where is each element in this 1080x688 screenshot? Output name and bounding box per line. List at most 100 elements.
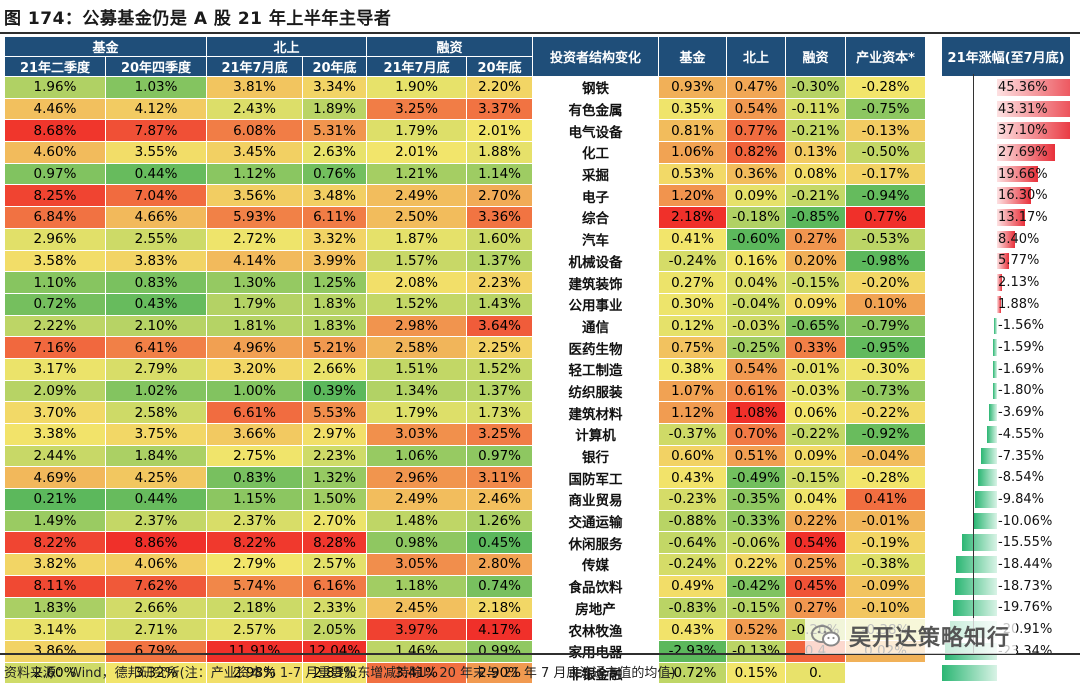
cell-north-jul: 5.74% [206, 574, 304, 598]
cell-ch-fund: -0.72% [658, 661, 728, 685]
cell-ch-capital: -0.13% [845, 119, 927, 143]
gain-bar-cell: 13.17% [941, 206, 1072, 229]
cell-ch-capital: -0.94% [845, 184, 927, 208]
cell-margin-20: 1.37% [466, 379, 534, 403]
cell-ch-margin: 0.27% [785, 227, 847, 251]
gain-bar [997, 209, 1025, 226]
industry-name: 建筑材料 [532, 401, 660, 424]
cell-margin-jul: 1.46% [366, 639, 468, 663]
cell-north-20: 5.21% [302, 336, 368, 359]
gain-bar [942, 664, 998, 682]
cell-margin-jul: 1.90% [366, 76, 468, 99]
cell-ch-margin: -0.65% [785, 314, 847, 338]
industry-name: 交通运输 [532, 509, 660, 533]
cell-north-jul: 3.45% [206, 141, 304, 164]
gain-bar-cell: 45.36% [941, 76, 1072, 99]
cell-margin-jul: 3.03% [366, 423, 468, 446]
gain-label: -10.06% [998, 513, 1053, 529]
cell-north-jul: 3.56% [206, 184, 304, 208]
cell-ch-capital: -0.09% [845, 574, 927, 598]
cell-ch-capital [845, 661, 927, 685]
cell-ch-fund: 0.81% [658, 119, 728, 143]
cell-ch-north: -0.42% [726, 574, 787, 598]
cell-fund-q2: 0.72% [4, 292, 106, 316]
cell-ch-margin: 0.04% [785, 488, 847, 511]
cell-margin-jul: 0.98% [366, 531, 468, 555]
cell-fund-q4: 2.58% [104, 401, 208, 424]
gain-bar [974, 491, 998, 508]
cell-margin-jul: 3.97% [366, 618, 468, 641]
cell-north-20: 2.83% [302, 661, 368, 685]
gain-bar-cell: 16.30% [941, 184, 1072, 208]
cell-north-20: 2.05% [302, 618, 368, 641]
cell-ch-north: 0.36% [726, 162, 787, 186]
table-row: 1.96% 1.03% 3.81% 3.34% 1.90% 2.20% 钢铁 0.93% 0.4… [4, 76, 1072, 99]
cell-ch-fund: 0.49% [658, 574, 728, 598]
gain-label: -1.59% [998, 340, 1045, 356]
cell-north-20: 3.99% [302, 249, 368, 273]
cell-north-jul: 0.83% [206, 466, 304, 490]
gain-bar [997, 144, 1056, 161]
industry-name: 休闲服务 [532, 531, 660, 555]
cell-margin-20: 1.88% [466, 141, 534, 164]
cell-ch-capital: -0.75% [845, 97, 927, 121]
cell-ch-fund: 0.53% [658, 162, 728, 186]
table-row: 3.38% 3.75% 3.66% 2.97% 3.03% 3.25% 计算机 -0.37% 0… [4, 423, 1072, 446]
cell-north-jul: 2.37% [206, 509, 304, 533]
cell-ch-margin: 0.09% [785, 444, 847, 468]
cell-north-jul: 2.43% [206, 97, 304, 121]
cell-margin-jul: 2.01% [366, 141, 468, 164]
gain-label: -3.69% [998, 405, 1045, 421]
table-row: 2.22% 2.10% 1.81% 1.83% 2.98% 3.64% 通信 0.12% -0.… [4, 314, 1072, 338]
cell-fund-q4: 3.55% [104, 141, 208, 164]
industry-name: 国防军工 [532, 466, 660, 490]
cell-ch-north: -0.04% [726, 292, 787, 316]
industry-name: 采掘 [532, 162, 660, 186]
cell-ch-north: 0.16% [726, 249, 787, 273]
cell-margin-jul: 1.87% [366, 227, 468, 251]
table-row: 1.83% 2.66% 2.18% 2.33% 2.45% 2.18% 房地产 -0.83% -… [4, 596, 1072, 620]
header-ch-fund: 基金 [658, 36, 728, 77]
cell-ch-fund: 1.06% [658, 141, 728, 164]
cell-ch-north: 0.04% [726, 271, 787, 294]
watermark-text: 吴开达策略知行 [849, 626, 1011, 651]
cell-ch-fund: -0.24% [658, 249, 728, 273]
cell-fund-q4: 2.79% [104, 357, 208, 381]
cell-ch-capital: -0.04% [845, 444, 927, 468]
gain-label: -1.80% [998, 383, 1045, 399]
cell-fund-q2: 3.38% [4, 423, 106, 446]
gain-bar [997, 230, 1015, 248]
table-row: 0.72% 0.43% 1.79% 1.83% 1.52% 1.43% 公用事业 0.30% -… [4, 292, 1072, 316]
gap-cell [925, 509, 943, 533]
cell-ch-north: 1.08% [726, 401, 787, 424]
cell-ch-fund: 0.38% [658, 357, 728, 381]
gain-bar-cell: -19.76% [941, 596, 1072, 620]
cell-fund-q4: 7.04% [104, 184, 208, 208]
cell-fund-q4: 1.84% [104, 444, 208, 468]
gain-axis-line [973, 74, 974, 653]
industry-name: 传媒 [532, 553, 660, 576]
cell-margin-jul: 1.51% [366, 357, 468, 381]
cell-north-20: 1.50% [302, 488, 368, 511]
gain-bar-cell: -1.59% [941, 336, 1072, 359]
cell-north-jul: 3.66% [206, 423, 304, 446]
cell-ch-fund: 0.30% [658, 292, 728, 316]
cell-ch-fund: 0.43% [658, 466, 728, 490]
cell-ch-north: -0.15% [726, 596, 787, 620]
cell-ch-north: 0.09% [726, 184, 787, 208]
cell-margin-20: 0.45% [466, 531, 534, 555]
cell-fund-q2: 0.21% [4, 488, 106, 511]
cell-fund-q2: 3.17% [4, 357, 106, 381]
cell-fund-q4: 6.41% [104, 336, 208, 359]
gain-bar [954, 577, 998, 595]
cell-ch-fund: 0.60% [658, 444, 728, 468]
cell-margin-20: 1.52% [466, 357, 534, 381]
cell-north-20: 0.76% [302, 162, 368, 186]
cell-north-20: 1.32% [302, 466, 368, 490]
cell-ch-margin: 0.54% [785, 531, 847, 555]
cell-ch-north: 0.77% [726, 119, 787, 143]
cell-ch-capital: -0.19% [845, 531, 927, 555]
industry-name: 银行 [532, 444, 660, 468]
cell-margin-jul: 1.48% [366, 509, 468, 533]
industry-name: 计算机 [532, 423, 660, 446]
